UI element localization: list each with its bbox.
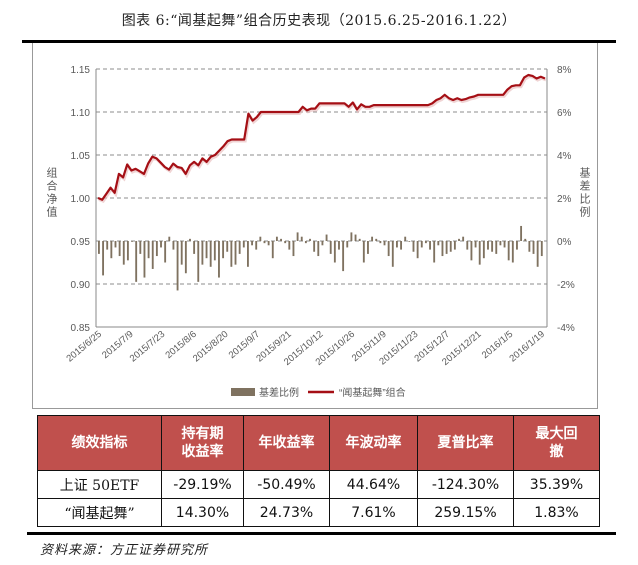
left-tick-label: 0.85: [71, 323, 91, 334]
left-axis-title: 组合净值: [47, 166, 58, 219]
source-note: 资料来源：方正证券研究所: [40, 543, 209, 558]
x-tick-label: 2015/6/25: [64, 329, 103, 365]
x-tick-label: 2016/1/19: [507, 329, 546, 365]
performance-table: 绩效指标 持有期 收益率 年收益率 年波动率 夏普比率 最大回撤 上证 50ETF…: [37, 415, 600, 527]
table-header-row: 绩效指标 持有期 收益率 年收益率 年波动率 夏普比率 最大回撤: [37, 415, 600, 471]
header-holding-return: 持有期 收益率: [161, 415, 244, 471]
right-tick-label: 8%: [557, 65, 572, 76]
legend-line-label: “闻基起舞”组合: [339, 386, 406, 399]
cell-annual-return: -50.49%: [243, 470, 330, 499]
right-tick-label: 0%: [557, 237, 572, 248]
cell-annual-return: 24.73%: [243, 498, 330, 527]
row-label: 上证 50ETF: [37, 470, 162, 499]
header-metric: 绩效指标: [37, 415, 162, 471]
left-tick-label: 0.95: [71, 237, 91, 248]
row-label: “闻基起舞”: [37, 498, 162, 527]
right-tick-label: 6%: [557, 108, 572, 119]
right-axis-title: 基差比例: [580, 167, 591, 219]
portfolio-nav-line: [97, 73, 547, 204]
top-rule: [22, 40, 616, 43]
legend-bar-swatch: [231, 388, 255, 396]
header-annual-return: 年收益率: [243, 415, 330, 471]
chart-container: [32, 43, 598, 409]
legend-bar-label: 基差比例: [259, 386, 299, 399]
left-y-tick-labels: 1.15 1.10 1.05 1.00 0.95 0.90 0.85: [71, 65, 91, 334]
left-tick-label: 0.90: [71, 280, 91, 291]
cell-annual-volatility: 44.64%: [329, 470, 418, 499]
cell-holding-return: -29.19%: [161, 470, 244, 499]
header-max-drawdown: 最大回撤: [513, 415, 600, 471]
right-tick-label: 4%: [557, 151, 572, 162]
x-tick-label: 2015/8/20: [191, 329, 230, 365]
left-tick-label: 1.05: [71, 151, 91, 162]
x-tick-labels: 2015/6/252015/7/92015/7/232015/8/62015/8…: [64, 329, 546, 368]
right-tick-label: 2%: [557, 194, 572, 205]
cell-max-drawdown: 1.83%: [513, 498, 600, 527]
x-tick-label: 2015/7/23: [128, 329, 167, 365]
basis-ratio-bars: [98, 225, 543, 291]
right-tick-label: -2%: [557, 280, 575, 291]
left-tick-label: 1.10: [71, 108, 91, 119]
cell-holding-return: 14.30%: [161, 498, 244, 527]
header-annual-volatility: 年波动率: [329, 415, 418, 471]
bottom-rule: [27, 532, 616, 535]
table-row: “闻基起舞” 14.30% 24.73% 7.61% 259.15% 1.83%: [37, 498, 600, 527]
combo-chart: 1.15 1.10 1.05 1.00 0.95 0.90 0.85 8% 6% 4% 2% 0% -…: [47, 65, 591, 399]
right-y-tick-labels: 8% 6% 4% 2% 0% -2% -4%: [557, 65, 575, 334]
figure-title: 图表 6:“闻基起舞”组合历史表现（2015.6.25-2016.1.22）: [121, 13, 517, 29]
cell-annual-volatility: 7.61%: [329, 498, 418, 527]
legend: 基差比例 “闻基起舞”组合: [231, 386, 406, 399]
table-row: 上证 50ETF -29.19% -50.49% 44.64% -124.30%…: [37, 470, 600, 499]
axes: [95, 69, 548, 328]
cell-sharpe-ratio: -124.30%: [417, 470, 514, 499]
cell-sharpe-ratio: 259.15%: [417, 498, 514, 527]
header-sharpe-ratio: 夏普比率: [417, 415, 514, 471]
left-tick-label: 1.15: [71, 65, 91, 76]
right-tick-label: -4%: [557, 323, 575, 334]
left-tick-label: 1.00: [71, 194, 91, 205]
cell-max-drawdown: 35.39%: [513, 470, 600, 499]
